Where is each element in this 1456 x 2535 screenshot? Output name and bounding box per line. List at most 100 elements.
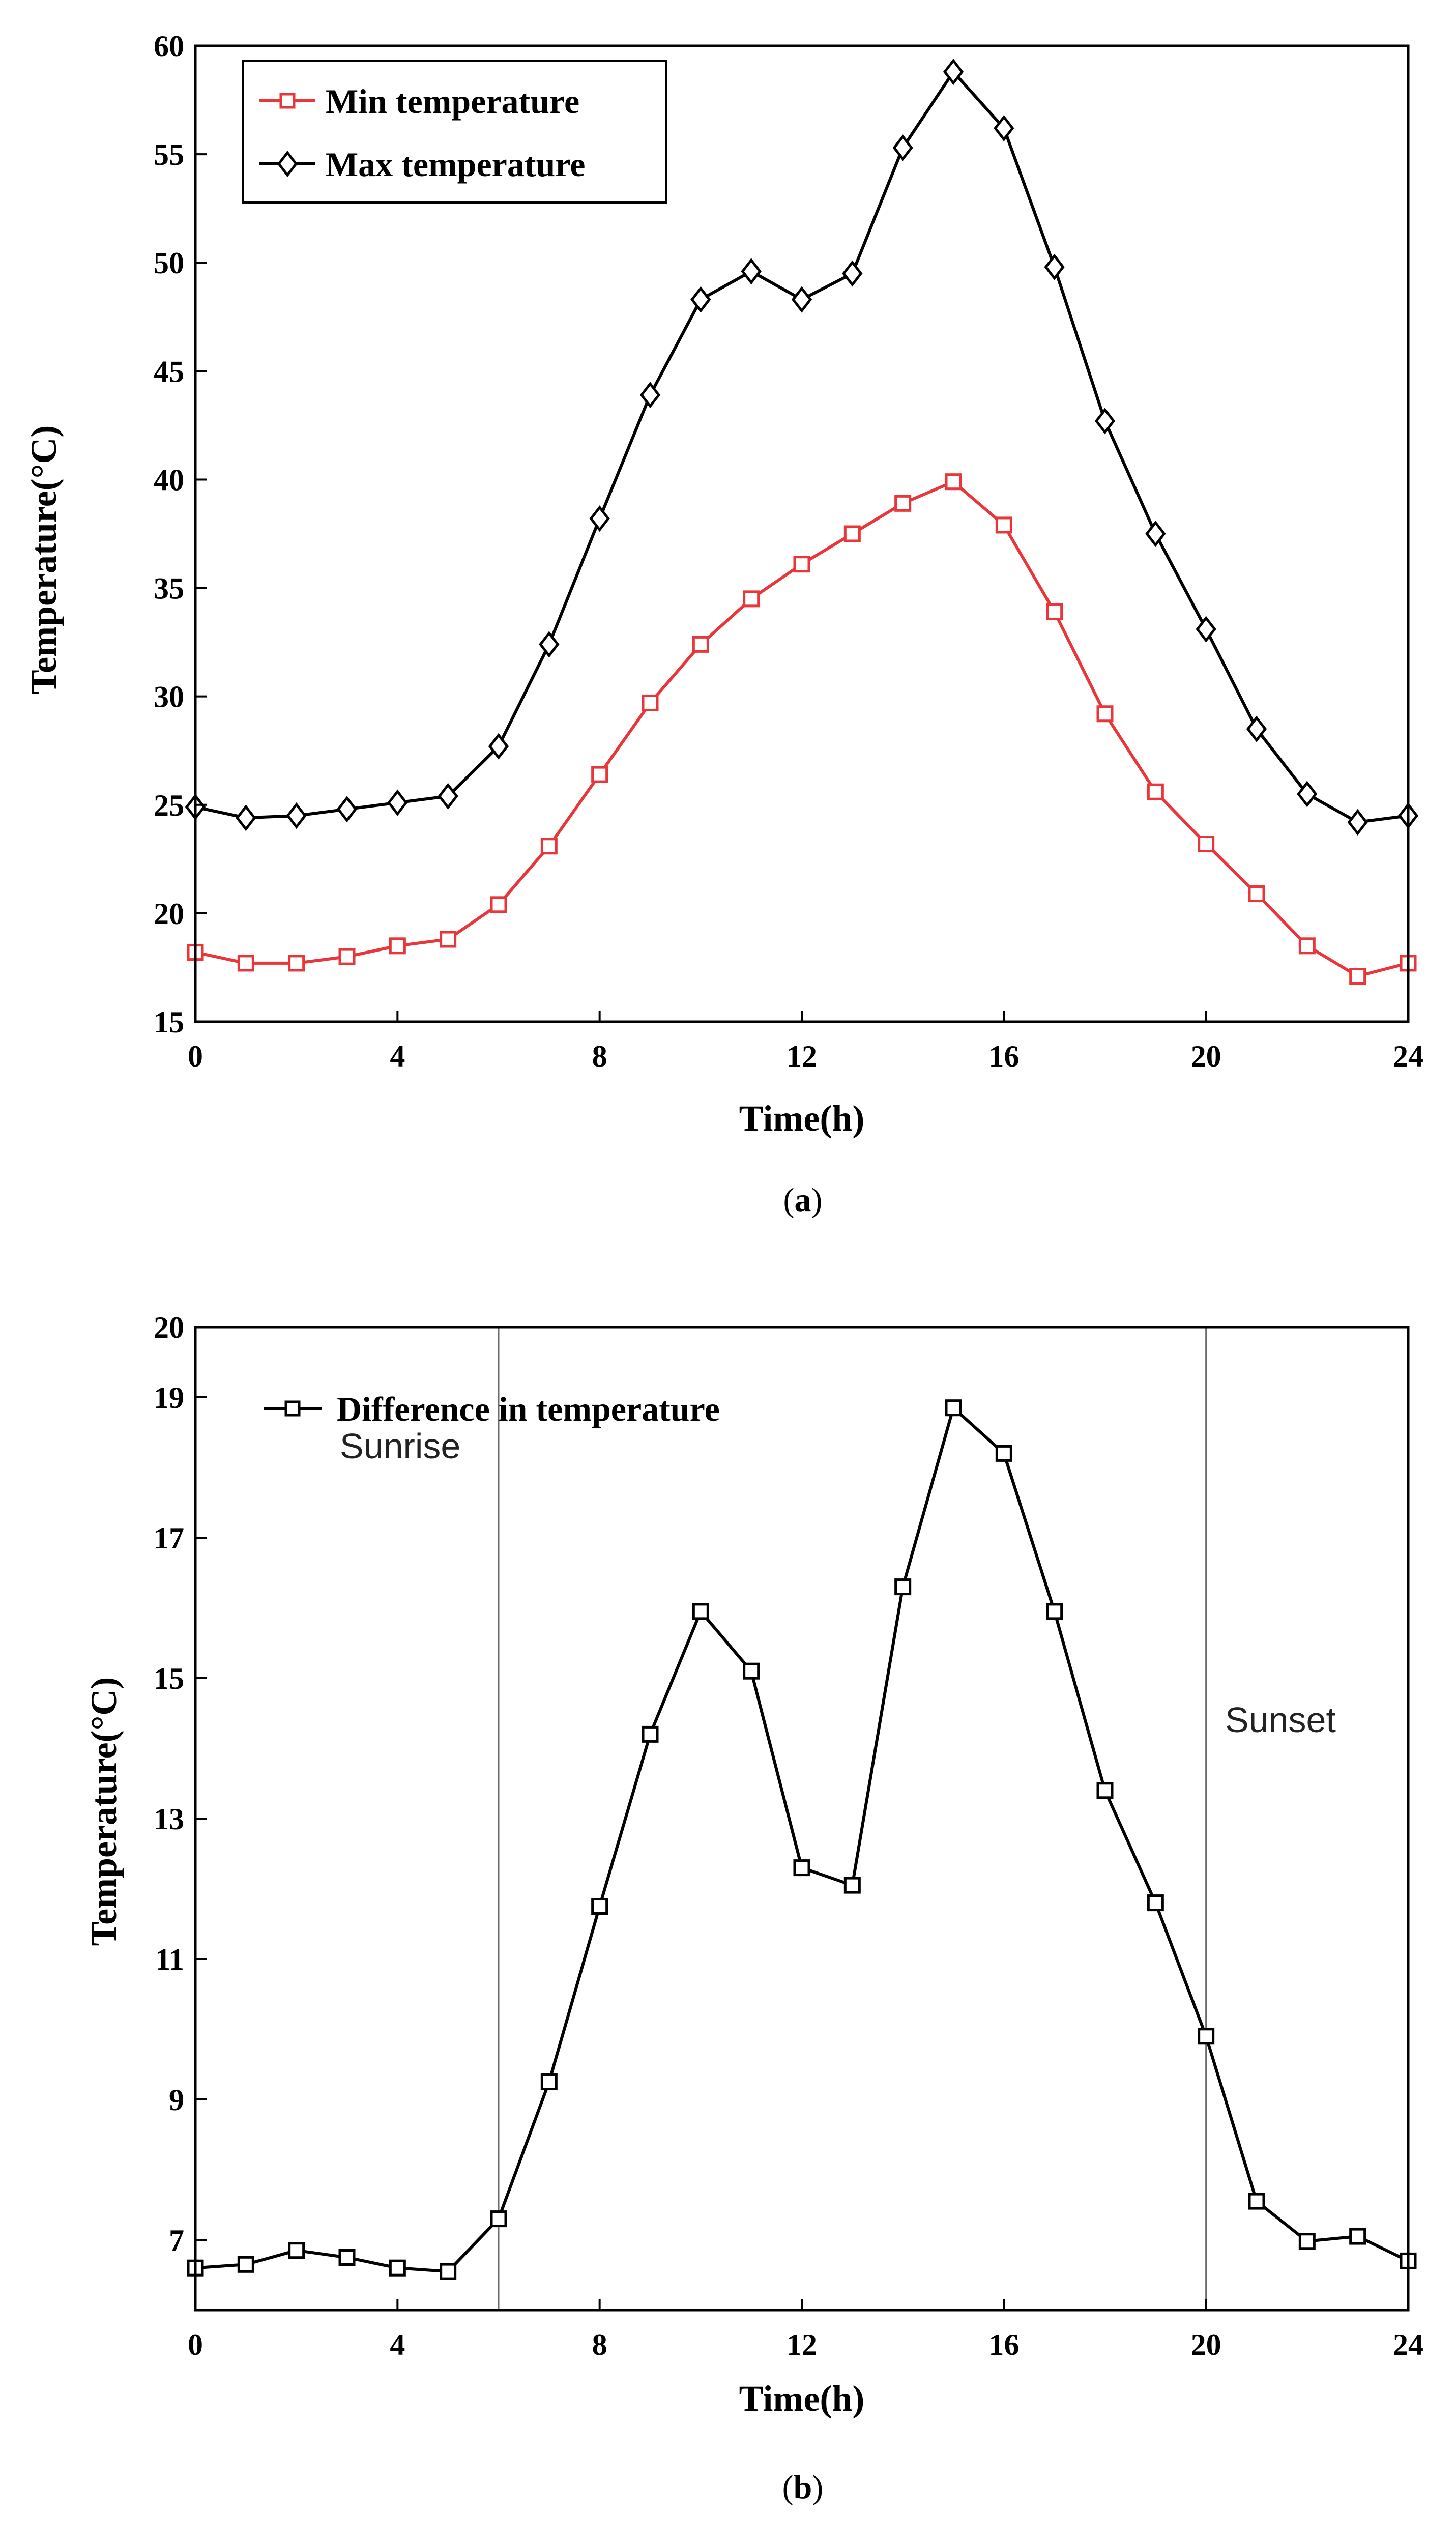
chart-a-point-min-temperature [440, 931, 457, 948]
chart-b-point-difference-in-temperature [389, 2259, 406, 2277]
chart-a-point-min-temperature [743, 590, 760, 608]
chart-b-annotation-lines [498, 1327, 1207, 2310]
chart-b-point-difference-in-temperature [995, 1445, 1012, 1462]
chart-a-point-max-temperature [236, 804, 256, 831]
chart-a-point-max-temperature [842, 260, 863, 287]
chart-a-point-min-temperature [237, 955, 254, 972]
chart-a-point-max-temperature [1196, 616, 1216, 643]
chart-a-point-max-temperature [639, 382, 661, 409]
chart-b-point-difference-in-temperature [540, 2073, 558, 2090]
chart-b-xtick-label: 8 [592, 2328, 607, 2361]
chart-a-legend-entry-max: Max temperature [259, 145, 585, 184]
chart-a-xtick-label: 8 [592, 1040, 607, 1073]
chart-b-point-difference-in-temperature [490, 2210, 507, 2228]
chart-a-ytick-label: 55 [154, 138, 184, 171]
chart-b-point-difference-in-temperature [440, 2263, 457, 2280]
chart-a-point-min-temperature [793, 556, 810, 573]
chart-a-point-min-temperature [1349, 967, 1366, 985]
chart-b-xtick-label: 0 [188, 2328, 203, 2361]
chart-a-ytick-label: 15 [154, 1005, 184, 1039]
chart-a-point-max-temperature [387, 789, 408, 816]
chart-b-ytick-label: 20 [154, 1311, 184, 1344]
chart-a-point-max-temperature [539, 631, 560, 658]
chart-a-point-min-temperature [288, 955, 305, 972]
chart-a-xtick-label: 0 [188, 1040, 203, 1073]
chart-b-xtick-label: 4 [390, 2328, 405, 2361]
chart-b-legend-label: Difference in temperature [337, 1390, 720, 1428]
chart-a-ytick-label: 60 [154, 30, 184, 63]
chart-b-annotation-sunrise: Sunrise [340, 1426, 460, 1466]
chart-a-point-max-temperature [488, 733, 509, 760]
chart-a-point-max-temperature [336, 796, 358, 823]
chart-b-point-difference-in-temperature [743, 1662, 760, 1680]
chart-b-ytick-label: 7 [169, 2224, 184, 2257]
chart-b-point-difference-in-temperature [1046, 1603, 1063, 1620]
chart-a-ytick-label: 25 [154, 789, 184, 822]
chart-a-legend-marker-min [279, 93, 296, 109]
chart-b-ticks: 0 4 8 12 16 20 24 7 9 11 13 15 17 19 20 [154, 1311, 1423, 2361]
chart-a-point-max-temperature [741, 258, 762, 285]
chart-a-legend-box [242, 60, 667, 204]
chart-a-ytick-label: 30 [154, 680, 184, 714]
chart-b-point-difference-in-temperature [894, 1578, 912, 1596]
chart-b-legend-marker [284, 1400, 301, 1417]
chart-b-point-difference-in-temperature [1096, 1782, 1114, 1799]
chart-a-point-min-temperature [843, 525, 861, 542]
chart-b-point-difference-in-temperature [793, 1859, 810, 1877]
chart-b-annotation-sunset: Sunset [1225, 1700, 1336, 1740]
chart-b-point-difference-in-temperature [945, 1399, 962, 1417]
chart-a-point-max-temperature [791, 286, 812, 313]
chart-a-legend-label-min: Min temperature [326, 82, 579, 121]
chart-a-xtick-label: 16 [988, 1040, 1019, 1073]
chart-b-ytick-label: 9 [169, 2083, 184, 2117]
chart-b-xtick-label: 16 [988, 2328, 1019, 2361]
chart-a-ytick-label: 20 [154, 897, 184, 931]
chart-a-point-max-temperature [1145, 520, 1166, 548]
chart-b-point-difference-in-temperature [1248, 2193, 1265, 2210]
chart-a-point-min-temperature [995, 516, 1012, 534]
chart-a-point-min-temperature [1147, 783, 1164, 800]
chart-b-point-difference-in-temperature [237, 2256, 254, 2273]
chart-a-point-max-temperature [690, 286, 711, 313]
chart-a-point-min-temperature [692, 636, 709, 653]
chart-b-panel-label: (b) [782, 2469, 824, 2506]
chart-a-panel-label: (a) [783, 1182, 823, 1219]
chart-a-point-min-temperature [1248, 885, 1265, 903]
chart-a-point-max-temperature [892, 134, 913, 161]
chart-a-point-min-temperature [1198, 835, 1215, 852]
chart-a-legend-marker-max [277, 150, 298, 178]
chart-b-point-difference-in-temperature [1298, 2233, 1316, 2250]
chart-a-point-max-temperature [943, 59, 964, 85]
chart-a-point-min-temperature [894, 495, 912, 512]
chart-b-point-difference-in-temperature [338, 2249, 356, 2266]
chart-a-point-max-temperature [994, 114, 1014, 142]
chart-a-point-max-temperature [1044, 253, 1065, 280]
chart-panel-b: 0 4 8 12 16 20 24 7 9 11 13 15 17 19 20 Sunrise Sunset… [83, 1311, 1423, 2506]
chart-a-point-max-temperature [286, 802, 307, 829]
chart-b-ytick-label: 19 [154, 1381, 184, 1415]
chart-b-point-difference-in-temperature [692, 1603, 709, 1620]
chart-b-series-layer [187, 1399, 1417, 2280]
chart-a-point-min-temperature [642, 694, 659, 711]
chart-b-point-difference-in-temperature [591, 1898, 608, 1915]
chart-a-legend-label-max: Max temperature [326, 145, 585, 184]
chart-b-point-difference-in-temperature [642, 1725, 659, 1743]
chart-b-xlabel: Time(h) [739, 2378, 865, 2419]
chart-b-ytick-label: 17 [154, 1521, 184, 1555]
chart-b-xtick-label: 20 [1191, 2328, 1221, 2361]
chart-b-ytick-label: 15 [154, 1662, 184, 1695]
chart-a-ylabel: Temperature(°C) [23, 425, 64, 695]
chart-a-legend: Min temperature Max temperature [242, 60, 667, 204]
chart-b-point-difference-in-temperature [1349, 2228, 1366, 2245]
chart-b-point-difference-in-temperature [1147, 1894, 1164, 1912]
chart-a-point-min-temperature [945, 473, 962, 491]
chart-a-point-max-temperature [589, 505, 610, 532]
chart-a-ytick-label: 50 [154, 246, 184, 280]
chart-a-xtick-label: 4 [390, 1040, 405, 1073]
chart-a-point-min-temperature [338, 948, 356, 965]
chart-a-plot-frame [194, 44, 1410, 1023]
chart-b-ytick-label: 13 [154, 1802, 184, 1836]
chart-a-legend-entry-min: Min temperature [259, 82, 579, 121]
chart-a-xlabel: Time(h) [739, 1098, 865, 1139]
